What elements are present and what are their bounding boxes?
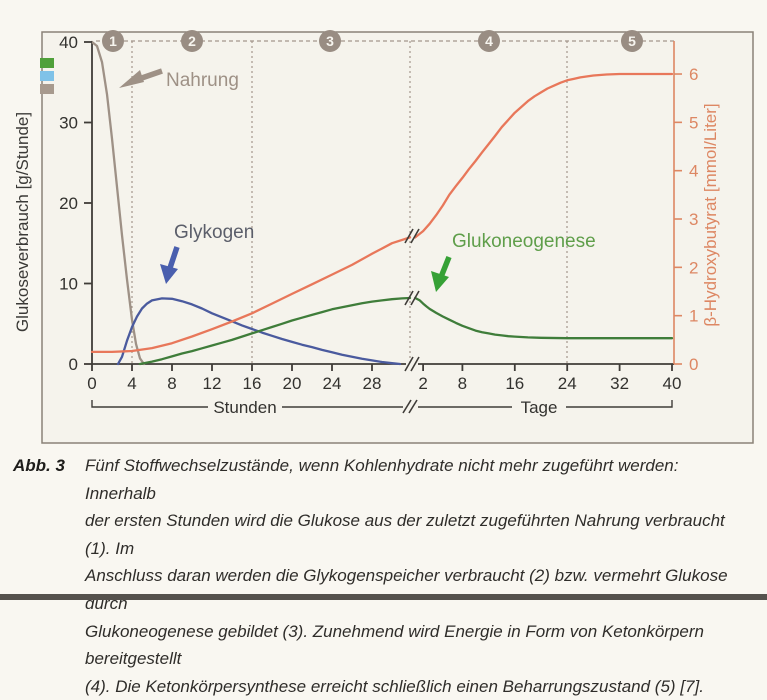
glykogen-arrow-shaft <box>167 246 180 269</box>
hour-tick-label-4: 4 <box>127 374 136 393</box>
legend-swatch-glukoneogenese <box>40 58 54 68</box>
phase-badge-3 <box>319 30 341 52</box>
left-tick-label-0: 0 <box>69 355 78 374</box>
day-tick-label-40: 40 <box>663 374 682 393</box>
right-tick-label-4: 4 <box>689 162 698 181</box>
phase-badges: 1 2 3 4 5 <box>102 30 643 52</box>
day-tick-label-16: 16 <box>505 374 524 393</box>
left-tick-label-20: 20 <box>59 194 78 213</box>
caption-line: (4). Die Ketonkörpersynthese erreicht sc… <box>85 676 704 696</box>
caption-line: Anschluss daran werden die Glykogenspeic… <box>85 566 728 613</box>
legend-swatch-nahrung <box>40 84 54 94</box>
curve-hydroxybutyrat-stunden <box>90 236 412 354</box>
hours-bracket-label: Stunden <box>213 398 276 417</box>
page-edge-strip <box>0 594 767 600</box>
day-tick-label-2: 2 <box>418 374 427 393</box>
right-tick-label-0: 0 <box>689 355 698 374</box>
glykogen-label: Glykogen <box>174 222 254 243</box>
caption-line: Glukoneogenese gebildet (3). Zunehmend w… <box>85 621 704 669</box>
curve-glukoneogenese-stunden <box>138 296 412 366</box>
break-marks <box>402 228 420 414</box>
annotation-nahrung: Nahrung <box>119 68 239 91</box>
left-tick-label-30: 30 <box>59 114 78 133</box>
right-tick-label-2: 2 <box>689 258 698 277</box>
annotation-glykogen: Glykogen <box>160 222 254 284</box>
phase-badge-1 <box>102 30 124 52</box>
bracket-break-icon <box>402 399 418 414</box>
right-tick-label-6: 6 <box>689 65 698 84</box>
figure-label: Abb. 3 <box>13 456 65 475</box>
annotation-glukoneogenese: Glukoneogenese <box>431 231 596 292</box>
phase-badge-number-5: 5 <box>628 33 636 49</box>
hour-tick-label-8: 8 <box>167 374 176 393</box>
legend-swatches <box>40 58 54 94</box>
figure-caption: Fünf Stoffwechselzustände, wenn Kohlenhy… <box>85 452 745 700</box>
right-tick-label-1: 1 <box>689 307 698 326</box>
x-axis-day-ticks: 2 8 16 24 32 40 <box>418 364 681 393</box>
nahrung-arrow-icon <box>119 70 144 88</box>
left-axis-ticks: 40 30 20 10 0 <box>59 33 92 374</box>
figure-frame <box>41 31 754 444</box>
days-bracket <box>418 400 673 408</box>
glukoneogenese-arrow-icon <box>431 271 449 292</box>
curve-glykogen <box>116 297 402 366</box>
hour-tick-label-20: 20 <box>283 374 302 393</box>
left-axis-title: Glukoseverbrauch [g/Stunde] <box>13 112 32 332</box>
hour-tick-label-28: 28 <box>363 374 382 393</box>
phase-badge-number-3: 3 <box>326 33 334 49</box>
bhb-curve-break-icon <box>404 228 420 244</box>
nahrung-label: Nahrung <box>166 70 239 91</box>
phase-badge-number-2: 2 <box>188 33 196 49</box>
phase-badge-4 <box>478 30 500 52</box>
curve-glukoneogenese-tage <box>414 296 674 340</box>
caption-line: Fünf Stoffwechselzustände, wenn Kohlenhy… <box>85 456 679 503</box>
right-axis-title: β-Hydroxybutyrat [mmol/Liter] <box>701 103 720 326</box>
right-axis-ticks: 6 5 4 3 2 1 0 <box>674 65 698 374</box>
curve-nahrung <box>90 40 146 366</box>
phase-badge-2 <box>181 30 203 52</box>
phase-badge-number-4: 4 <box>485 33 493 49</box>
hours-bracket <box>91 400 403 408</box>
day-tick-label-24: 24 <box>558 374 577 393</box>
x-axis-break-icon <box>404 356 420 372</box>
days-bracket-label: Tage <box>521 398 558 417</box>
hour-tick-label-0: 0 <box>87 374 96 393</box>
x-axis-hour-ticks: 0 4 8 12 16 20 24 28 <box>87 364 381 393</box>
phase-dividers <box>131 41 568 364</box>
hour-tick-label-12: 12 <box>203 374 222 393</box>
day-tick-label-8: 8 <box>458 374 467 393</box>
left-tick-label-40: 40 <box>59 33 78 52</box>
figure-chart: Stunden Tage Glukoseverbrauch [g/Stunde]… <box>13 30 754 444</box>
right-tick-label-3: 3 <box>689 210 698 229</box>
legend-swatch-glykogen <box>40 71 54 81</box>
phase-badge-number-1: 1 <box>109 33 117 49</box>
curves <box>90 40 674 366</box>
glykogen-arrow-icon <box>160 264 178 284</box>
left-tick-label-10: 10 <box>59 275 78 294</box>
glukoneogenese-arrow-shaft <box>438 255 452 279</box>
glukoneogenese-curve-break-icon <box>404 290 420 306</box>
hour-tick-label-24: 24 <box>323 374 342 393</box>
caption-line: der ersten Stunden wird die Glukose aus … <box>85 511 725 558</box>
day-tick-label-32: 32 <box>610 374 629 393</box>
x-brackets <box>91 400 673 408</box>
hour-tick-label-16: 16 <box>243 374 262 393</box>
curve-hydroxybutyrat-tage <box>414 72 674 239</box>
phase-badge-5 <box>621 30 643 52</box>
right-tick-label-5: 5 <box>689 113 698 132</box>
glukoneogenese-label: Glukoneogenese <box>452 231 596 252</box>
